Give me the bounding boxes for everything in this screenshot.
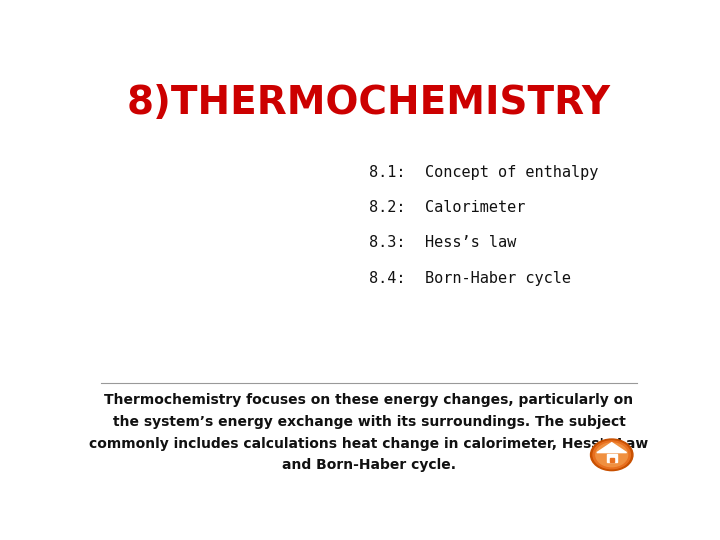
Circle shape xyxy=(596,443,628,467)
Text: Concept of enthalpy: Concept of enthalpy xyxy=(425,165,598,180)
Bar xyxy=(610,457,614,462)
Text: 8.3:: 8.3: xyxy=(369,235,405,250)
Text: 8.1:: 8.1: xyxy=(369,165,405,180)
Text: Born-Haber cycle: Born-Haber cycle xyxy=(425,271,571,286)
Text: the system’s energy exchange with its surroundings. The subject: the system’s energy exchange with its su… xyxy=(112,415,626,429)
Text: commonly includes calculations heat change in calorimeter, Hess's Law: commonly includes calculations heat chan… xyxy=(89,436,649,450)
Bar xyxy=(606,454,617,462)
Polygon shape xyxy=(597,443,626,453)
Text: 8)THERMOCHEMISTRY: 8)THERMOCHEMISTRY xyxy=(127,84,611,122)
Text: 8.4:: 8.4: xyxy=(369,271,405,286)
Text: Thermochemistry focuses on these energy changes, particularly on: Thermochemistry focuses on these energy … xyxy=(104,393,634,407)
Text: and Born-Haber cycle.: and Born-Haber cycle. xyxy=(282,458,456,472)
Text: Calorimeter: Calorimeter xyxy=(425,200,525,215)
Text: 8.2:: 8.2: xyxy=(369,200,405,215)
Circle shape xyxy=(590,439,633,471)
Text: Hess’s law: Hess’s law xyxy=(425,235,516,250)
Circle shape xyxy=(593,441,631,469)
